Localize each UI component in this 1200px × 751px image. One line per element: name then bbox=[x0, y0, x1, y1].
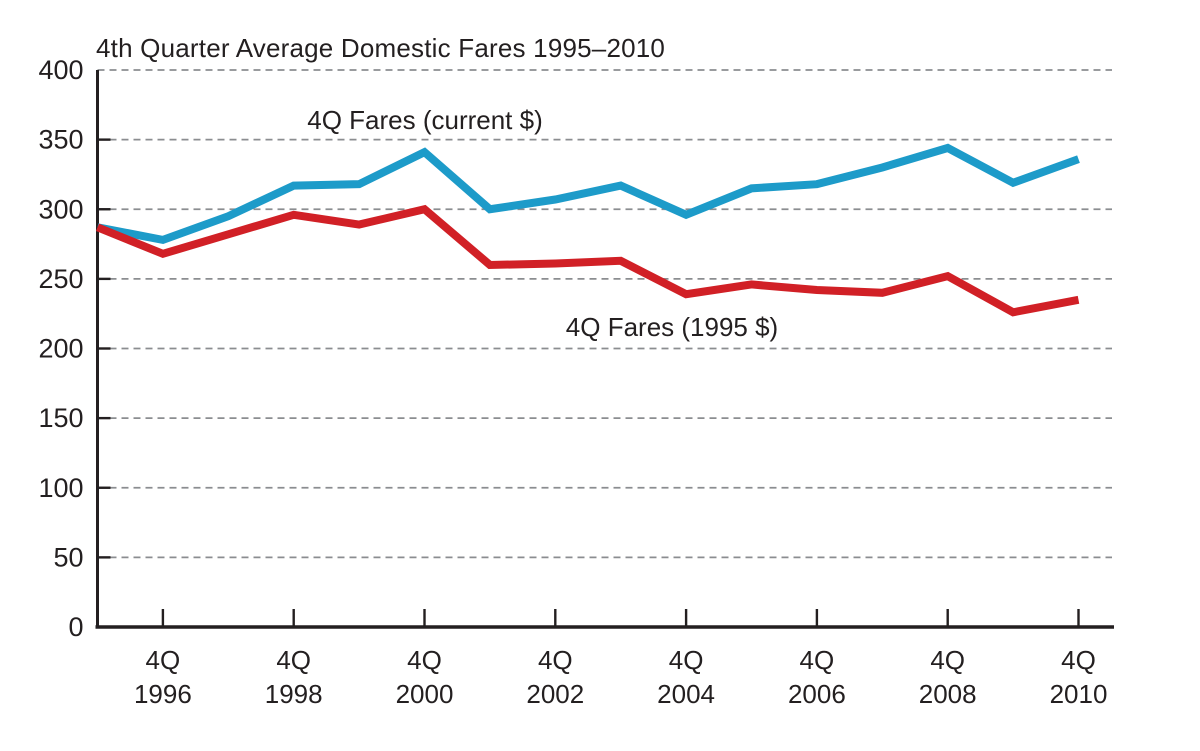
y-axis-tick-label: 150 bbox=[38, 403, 83, 433]
series-label-1995: 4Q Fares (1995 $) bbox=[566, 312, 778, 342]
series-line-1995 bbox=[95, 204, 1080, 317]
series-line-current bbox=[96, 143, 1080, 245]
y-axis-tick-label: 200 bbox=[38, 334, 83, 364]
x-axis-tick-label-quarter: 4Q bbox=[146, 645, 181, 675]
y-axis-tick-label: 50 bbox=[53, 542, 83, 572]
x-axis-tick-label-year: 1998 bbox=[265, 679, 323, 709]
x-axis-tick-label-quarter: 4Q bbox=[1061, 645, 1096, 675]
y-axis-tick-label: 0 bbox=[68, 612, 83, 642]
x-axis-tick-label-year: 2010 bbox=[1050, 679, 1108, 709]
x-axis-tick-label-year: 2002 bbox=[526, 679, 584, 709]
x-axis-tick-label-quarter: 4Q bbox=[276, 645, 311, 675]
x-axis-tick-label-quarter: 4Q bbox=[800, 645, 835, 675]
y-axis-tick-label: 350 bbox=[38, 125, 83, 155]
x-axis-tick-label-quarter: 4Q bbox=[407, 645, 442, 675]
series-label-current: 4Q Fares (current $) bbox=[307, 105, 543, 135]
y-axis-tick-label: 400 bbox=[38, 55, 83, 85]
x-axis-tick-label-year: 1996 bbox=[134, 679, 192, 709]
x-axis-tick-label-year: 2000 bbox=[396, 679, 454, 709]
x-axis-tick-label-year: 2006 bbox=[788, 679, 846, 709]
chart-title: 4th Quarter Average Domestic Fares 1995–… bbox=[96, 33, 666, 63]
y-axis-tick-label: 100 bbox=[38, 473, 83, 503]
x-axis-tick-label-quarter: 4Q bbox=[930, 645, 965, 675]
x-axis-tick-label-year: 2008 bbox=[919, 679, 977, 709]
y-axis-tick-label: 250 bbox=[38, 264, 83, 294]
x-axis-tick-label-quarter: 4Q bbox=[669, 645, 704, 675]
x-axis-tick-label-quarter: 4Q bbox=[538, 645, 573, 675]
x-axis-tick-label-year: 2004 bbox=[657, 679, 715, 709]
y-axis-tick-label: 300 bbox=[38, 194, 83, 224]
